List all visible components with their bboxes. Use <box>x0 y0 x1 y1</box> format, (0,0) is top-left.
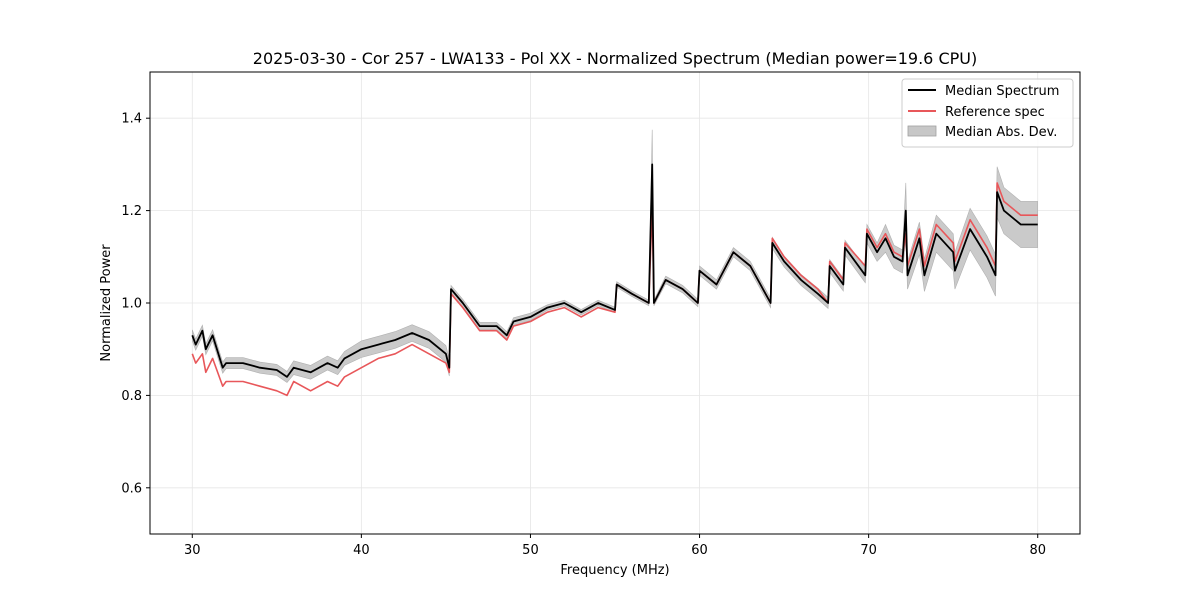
x-axis-label: Frequency (MHz) <box>560 563 669 578</box>
y-axis-label: Normalized Power <box>99 244 114 362</box>
x-tick-label: 30 <box>184 543 201 558</box>
series-lines-layer <box>191 163 1038 397</box>
x-tick-label: 40 <box>353 543 370 558</box>
y-tick-label: 0.6 <box>121 481 142 496</box>
x-tick-label: 70 <box>860 543 877 558</box>
legend: Median Spectrum Reference spec Median Ab… <box>901 78 1074 148</box>
chart-title: 2025-03-30 - Cor 257 - LWA133 - Pol XX -… <box>253 49 977 68</box>
legend-mad-patch <box>907 125 937 137</box>
y-tick-label: 1.0 <box>121 297 142 312</box>
median-spectrum-line <box>191 163 1038 378</box>
x-tick-label: 50 <box>522 543 539 558</box>
legend-mad-label: Median Abs. Dev. <box>945 125 1057 140</box>
axis-ticks: 30 40 50 60 70 80 0.6 0.8 1.0 1.2 1.4 <box>121 112 1046 558</box>
legend-reference-label: Reference spec <box>945 105 1045 120</box>
x-tick-label: 60 <box>691 543 708 558</box>
y-tick-label: 0.8 <box>121 389 142 404</box>
x-tick-label: 80 <box>1029 543 1046 558</box>
legend-median-label: Median Spectrum <box>945 84 1059 99</box>
legend-frame <box>901 78 1074 148</box>
y-tick-label: 1.2 <box>121 204 142 219</box>
y-tick-label: 1.4 <box>121 112 142 127</box>
